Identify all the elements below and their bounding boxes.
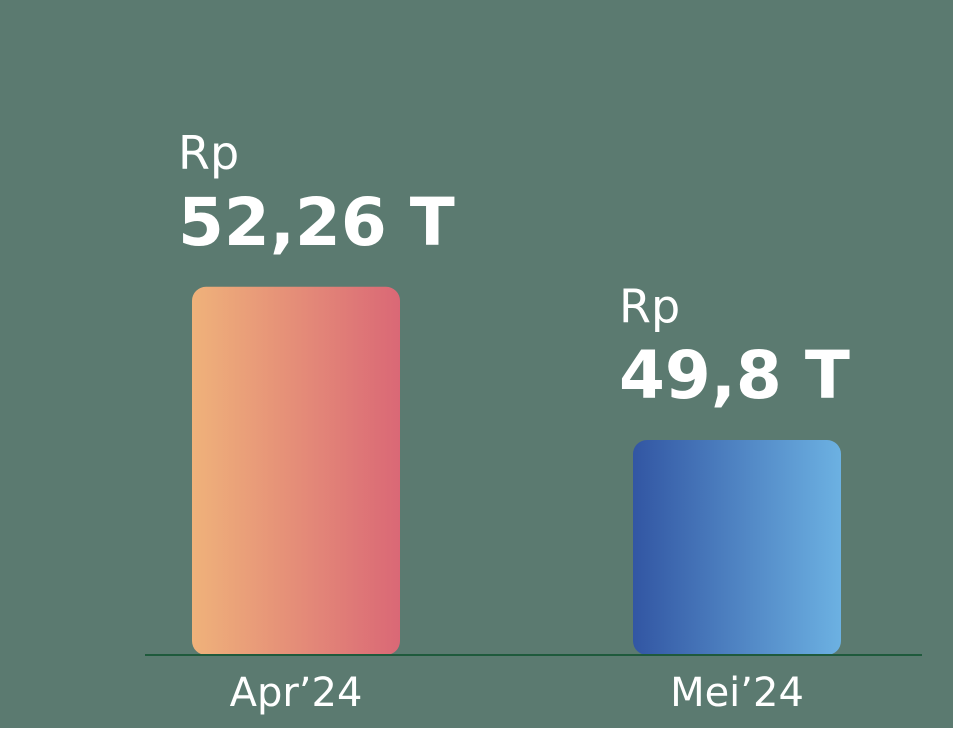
value-label: 49,8 T: [619, 337, 850, 414]
value-label: 52,26 T: [178, 184, 455, 261]
value-prefix: Rp: [178, 126, 239, 180]
x-tick-label: Apr’24: [230, 670, 363, 716]
bar: [633, 440, 841, 655]
bar: [192, 286, 400, 655]
x-tick-label: Mei’24: [670, 670, 804, 716]
value-prefix: Rp: [619, 280, 680, 334]
